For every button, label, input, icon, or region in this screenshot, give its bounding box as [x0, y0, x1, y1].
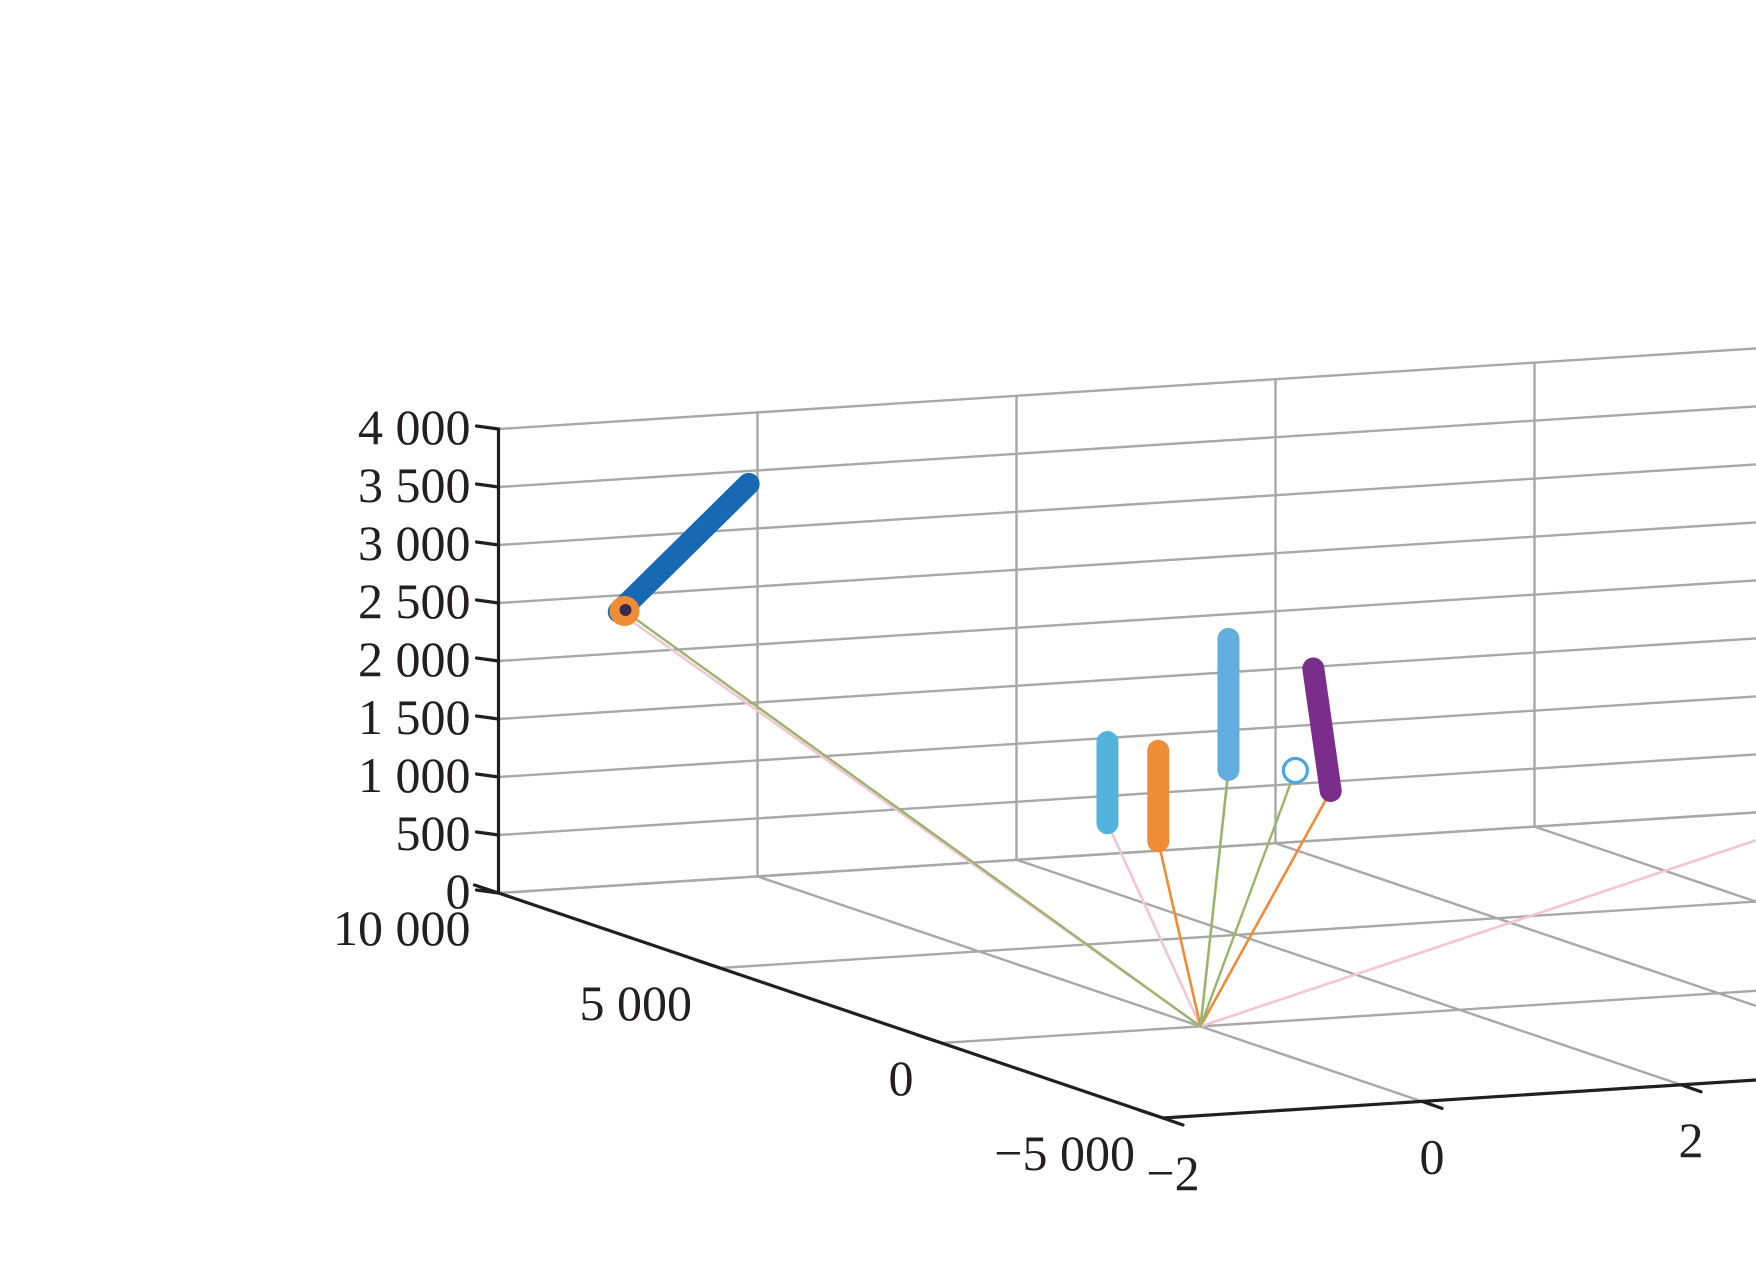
origin-line [623, 609, 1202, 1028]
z-tick-mark [474, 656, 501, 663]
trajectory-segment [1302, 657, 1342, 802]
grid-line [497, 521, 1756, 605]
grid-line [497, 579, 1756, 663]
grid-line [497, 753, 1756, 837]
z-tick-label: 3 500 [358, 457, 471, 513]
y-tick-label: 0 [889, 1050, 914, 1106]
z-tick-mark [474, 482, 501, 489]
z-tick-label: 2 000 [358, 631, 471, 687]
y-tick-mark [472, 883, 501, 895]
axis-layer [472, 424, 1756, 1127]
grid-line [497, 347, 1756, 431]
z-tick-label: 3 000 [358, 515, 471, 571]
z-tick-label: 2 500 [358, 573, 471, 629]
z-tick-mark [474, 714, 501, 721]
z-tick-label: 4 000 [358, 399, 471, 455]
y-tick-mark [694, 958, 722, 970]
x-tick-label: −2 [1146, 1145, 1199, 1201]
y-tick-label: 5 000 [580, 975, 693, 1031]
origin-line [1199, 769, 1297, 1028]
y-tick-mark [1137, 1108, 1165, 1120]
x-tick-label: 2 [1679, 1112, 1704, 1168]
z-tick-label: 500 [396, 805, 471, 861]
z-tick-label: 0 [446, 863, 471, 919]
grid-line [497, 811, 1756, 895]
origin-line [1106, 821, 1202, 1028]
grid-line [497, 637, 1756, 721]
segments-layer [607, 472, 1342, 853]
x-tick-mark [1679, 1083, 1703, 1094]
origin-line [1156, 839, 1202, 1028]
grid-line [1015, 858, 1683, 1087]
grid-line [756, 875, 1424, 1103]
origin-line [1199, 789, 1332, 1028]
x-tick-mark [1420, 1099, 1444, 1111]
grid-line [940, 989, 1756, 1045]
z-tick-mark [474, 598, 501, 605]
grid-line [497, 695, 1756, 779]
origin-line [1199, 839, 1756, 1028]
trajectory-segment [607, 472, 760, 623]
origin-line [1199, 768, 1230, 1028]
x-axis-line [1161, 1078, 1756, 1120]
y-tick-mark [915, 1033, 944, 1045]
origin-lines-layer [617, 609, 1756, 1028]
x-tick-mark [1161, 1116, 1185, 1127]
z-tick-mark [474, 772, 501, 779]
grid-line [497, 405, 1756, 489]
z-tick-label: 1 500 [358, 689, 471, 745]
y-tick-label: −5 000 [994, 1125, 1135, 1181]
grid-line [718, 900, 1756, 970]
y-tick-label: 10 000 [333, 900, 471, 956]
grid-line [1274, 842, 1756, 1008]
x-tick-label: 0 [1420, 1128, 1445, 1184]
z-tick-mark [474, 540, 501, 547]
grid-line [1533, 825, 1756, 903]
marker-point [1281, 756, 1309, 785]
grid-line [1161, 1078, 1756, 1120]
z-tick-label: 1 000 [358, 747, 471, 803]
z-tick-mark [474, 830, 501, 837]
y-axis-line [496, 891, 1165, 1120]
marker-core [619, 603, 632, 616]
z-tick-mark [474, 424, 501, 431]
